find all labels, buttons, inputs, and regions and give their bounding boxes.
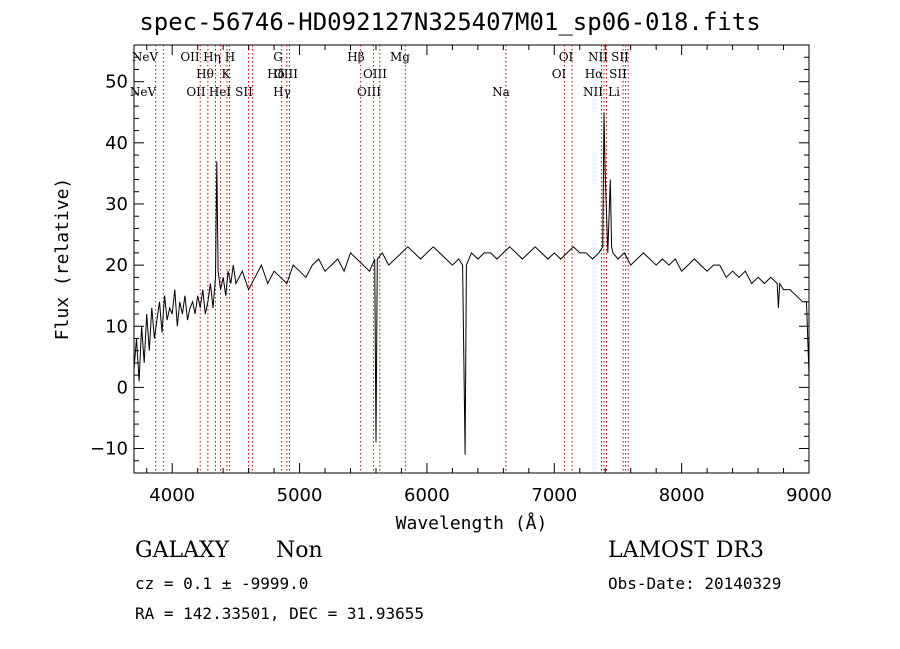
spectral-line-label: OI [559, 50, 574, 64]
spectral-line-label: OIII [363, 67, 387, 81]
y-tick-label: −10 [90, 439, 128, 460]
spectral-line-label: Hβ [347, 50, 364, 64]
spectral-line-label: NII [588, 50, 608, 64]
spectral-line-label: OIII [274, 67, 298, 81]
spectral-line-label: OIII [357, 85, 381, 99]
spectral-line-label: OII [186, 85, 206, 99]
x-tick-label: 4000 [149, 485, 195, 506]
spectral-line-label: NeV [132, 50, 159, 64]
spectral-line-label: NeV [130, 85, 157, 99]
spectral-line-label: Hγ [273, 85, 291, 99]
x-tick-label: 5000 [277, 485, 323, 506]
spectral-line-label: Na [492, 85, 510, 99]
spectral-line-label: K [222, 67, 232, 81]
y-tick-label: 40 [105, 133, 128, 154]
x-axis-label: Wavelength (Å) [396, 512, 548, 534]
spectral-line-label: Li [608, 85, 620, 99]
y-tick-label: 50 [105, 72, 128, 93]
spectral-line-label: NII [583, 85, 603, 99]
y-axis-label: Flux (relative) [52, 178, 73, 341]
spectral-line-label: OI [552, 67, 567, 81]
spectrum-series-line [133, 112, 810, 455]
x-tick-label: 7000 [531, 485, 577, 506]
y-tick-label: 0 [117, 377, 128, 398]
x-tick-label: 9000 [786, 485, 832, 506]
spectral-line-label: Mg [390, 50, 410, 64]
object-class: GALAXY [135, 538, 230, 563]
x-tick-label: 6000 [404, 485, 450, 506]
y-tick-label: 20 [105, 255, 128, 276]
x-tick-label: 8000 [659, 485, 705, 506]
spectral-line-label: Hδ [267, 67, 285, 81]
spectral-line-label: HeI [209, 85, 232, 99]
chart-title: spec-56746-HD092127N325407M01_sp06-018.f… [139, 8, 761, 36]
spectral-line-label: SII [609, 67, 627, 81]
spectral-line-label: G [273, 50, 283, 64]
spectral-line-label: OII [180, 50, 200, 64]
y-tick-label: 30 [105, 194, 128, 215]
spectral-line-label: Hα [585, 67, 604, 81]
y-tick-label: 10 [105, 316, 128, 337]
redshift-cz: cz = 0.1 ± -9999.0 [135, 574, 309, 593]
survey-name: LAMOST DR3 [608, 538, 764, 563]
spectral-line-label: Hη [203, 50, 221, 64]
spectral-line-label: SII [611, 50, 629, 64]
object-subclass: Non [276, 538, 323, 563]
spectral-line-label: H [225, 50, 235, 64]
spectral-line-label: SII [235, 85, 253, 99]
ra-dec: RA = 142.33501, DEC = 31.93655 [135, 604, 424, 623]
plot-frame [133, 44, 810, 474]
spectral-line-label: Hθ [196, 67, 214, 81]
observation-date: Obs-Date: 20140329 [608, 574, 782, 593]
